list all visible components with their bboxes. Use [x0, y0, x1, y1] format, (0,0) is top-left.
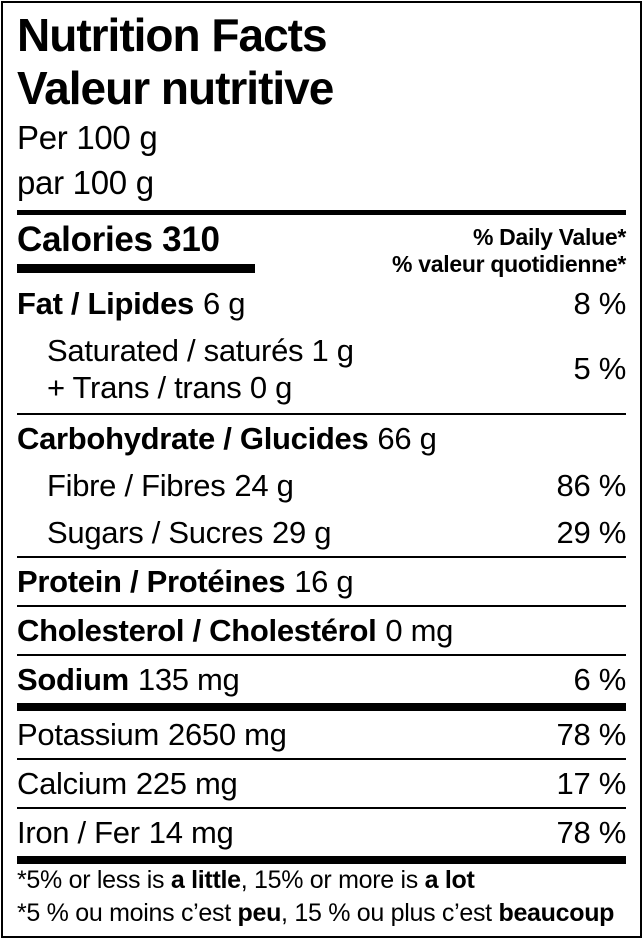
- daily-value-header-fr: % valeur quotidienne*: [392, 251, 626, 277]
- calcium-amount: 225 mg: [135, 765, 238, 801]
- footnote-fr-part1: *5 % ou moins c’est: [17, 899, 238, 927]
- footnote-en-bold1: a little: [170, 866, 241, 894]
- trans-line: + Trans / trans 0 g: [47, 370, 293, 405]
- nutrient-name-carbohydrate: Carbohydrate / Glucides 66 g: [17, 421, 437, 457]
- iron-daily-value: 78 %: [556, 814, 627, 850]
- nutrient-name-fibre: Fibre / Fibres 24 g: [17, 468, 294, 504]
- serving-size-en: Per 100 g: [17, 119, 158, 156]
- nutrient-row-fibre: Fibre / Fibres 24 g 86 %: [17, 462, 626, 509]
- cholesterol-amount: 0 mg: [385, 612, 454, 648]
- section-divider-bar-bottom: [17, 856, 626, 864]
- sodium-name: Sodium: [17, 661, 129, 697]
- fat-amount: 6 g: [202, 285, 246, 321]
- nutrient-name-potassium: Potassium 2650 mg: [17, 717, 287, 753]
- fibre-name: Fibre / Fibres: [47, 467, 226, 503]
- potassium-name: Potassium: [17, 716, 160, 752]
- carbohydrate-amount: 66 g: [377, 420, 437, 456]
- saturated-trans-daily-value: 5 %: [573, 351, 626, 386]
- calcium-name: Calcium: [17, 765, 127, 801]
- label-title-fr: Valeur nutritive: [17, 62, 334, 114]
- footnote-fr-bold2: beaucoup: [498, 899, 615, 927]
- sugars-amount: 29 g: [272, 514, 332, 550]
- fat-name: Fat / Lipides: [17, 285, 194, 321]
- nutrient-row-potassium: Potassium 2650 mg 78 %: [17, 711, 626, 758]
- protein-name: Protein / Protéines: [17, 563, 286, 599]
- footnote-en: *5% or less is a little, 15% or more is …: [17, 864, 626, 897]
- daily-value-header-en: % Daily Value*: [472, 224, 626, 250]
- nutrient-row-calcium: Calcium 225 mg 17 %: [17, 758, 626, 807]
- iron-name: Iron / Fer: [17, 814, 140, 850]
- nutrient-row-sugars: Sugars / Sucres 29 g 29 %: [17, 509, 626, 556]
- calories-underline-bar: [17, 264, 255, 273]
- footnote-fr-part2: , 15 % ou plus c’est: [281, 899, 499, 927]
- section-divider-bar-top: [17, 703, 626, 711]
- footnote-fr-bold1: peu: [237, 899, 282, 927]
- calories-header-block: Calories 310 % Daily Value* % valeur quo…: [17, 215, 626, 280]
- serving-size-fr: par 100 g: [17, 164, 154, 201]
- nutrient-row-protein: Protein / Protéines 16 g: [17, 556, 626, 605]
- calories-group: Calories 310: [17, 222, 255, 273]
- nutrient-name-fat: Fat / Lipides 6 g: [17, 286, 245, 322]
- footnote-en-part2: , 15% or more is: [240, 866, 425, 894]
- nutrient-name-sodium: Sodium 135 mg: [17, 661, 240, 698]
- header-divider: [17, 210, 626, 215]
- daily-value-header: % Daily Value* % valeur quotidienne*: [392, 224, 626, 278]
- nutrient-row-carbohydrate: Carbohydrate / Glucides 66 g: [17, 413, 626, 462]
- iron-amount: 14 mg: [148, 814, 234, 850]
- cholesterol-name: Cholesterol / Cholestérol: [17, 612, 377, 648]
- nutrient-row-saturated-trans: Saturated / saturés 1 g + Trans / trans …: [17, 327, 626, 413]
- fibre-daily-value: 86 %: [556, 467, 627, 503]
- sugars-daily-value: 29 %: [556, 514, 627, 550]
- saturated-trans-lines: Saturated / saturés 1 g + Trans / trans …: [17, 332, 354, 406]
- fat-daily-value: 8 %: [573, 285, 626, 321]
- calories-label: Calories: [17, 220, 153, 259]
- potassium-amount: 2650 mg: [168, 716, 287, 752]
- calcium-daily-value: 17 %: [556, 765, 627, 801]
- carbohydrate-name: Carbohydrate / Glucides: [17, 420, 369, 456]
- label-title-en: Nutrition Facts: [17, 9, 328, 61]
- footnote-en-part1: *5% or less is: [17, 866, 171, 894]
- nutrient-name-cholesterol: Cholesterol / Cholestérol 0 mg: [17, 613, 453, 649]
- nutrient-row-cholesterol: Cholesterol / Cholestérol 0 mg: [17, 605, 626, 654]
- nutrient-name-protein: Protein / Protéines 16 g: [17, 563, 354, 600]
- potassium-daily-value: 78 %: [556, 716, 627, 752]
- sodium-daily-value: 6 %: [573, 661, 626, 697]
- footnote-fr: *5 % ou moins c’est peu, 15 % ou plus c’…: [17, 897, 626, 930]
- nutrient-name-calcium: Calcium 225 mg: [17, 765, 238, 802]
- sodium-amount: 135 mg: [137, 661, 240, 697]
- saturated-line: Saturated / saturés 1 g: [47, 333, 354, 368]
- fibre-amount: 24 g: [234, 467, 294, 503]
- calories-value: 310: [162, 220, 220, 259]
- nutrient-row-iron: Iron / Fer 14 mg 78 %: [17, 807, 626, 856]
- nutrient-name-sugars: Sugars / Sucres 29 g: [17, 515, 331, 551]
- protein-amount: 16 g: [294, 563, 354, 599]
- nutrient-row-sodium: Sodium 135 mg 6 %: [17, 654, 626, 703]
- sugars-name: Sugars / Sucres: [47, 514, 264, 550]
- calories-text: Calories 310: [17, 222, 255, 258]
- nutrient-row-fat: Fat / Lipides 6 g 8 %: [17, 280, 626, 327]
- footnote-en-bold2: a lot: [424, 866, 475, 894]
- nutrient-name-iron: Iron / Fer 14 mg: [17, 814, 234, 851]
